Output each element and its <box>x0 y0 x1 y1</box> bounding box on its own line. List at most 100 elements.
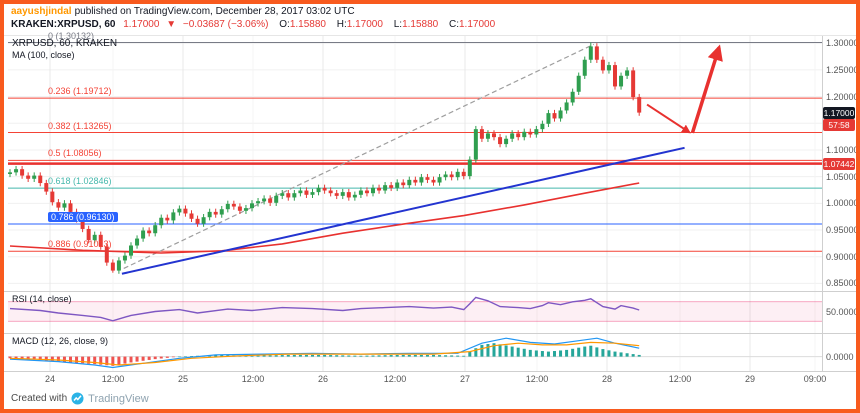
candle-body <box>437 177 442 183</box>
time-axis-label: 26 <box>317 374 329 384</box>
candle-body <box>141 230 146 239</box>
chart-canvas[interactable] <box>4 4 856 409</box>
macd-histogram-bar <box>432 354 435 357</box>
candle-body <box>498 137 503 145</box>
time-axis-label: 27 <box>459 374 471 384</box>
rsi-indicator-label[interactable]: RSI (14, close) <box>12 294 72 304</box>
fib-level-label[interactable]: 0.886 (0.91013) <box>48 239 112 250</box>
price-axis-label: 1.20000 <box>826 91 859 102</box>
attribution-line: aayushjindal published on TradingView.com… <box>11 6 355 17</box>
tradingview-logo-icon[interactable] <box>71 392 84 405</box>
author-name[interactable]: aayushjindal <box>11 6 72 17</box>
rsi-line <box>9 296 640 322</box>
price-change: −0.03687 (−3.06%) <box>182 19 269 30</box>
chart-legend-ma[interactable]: MA (100, close) <box>12 50 75 60</box>
macd-histogram-bar <box>589 345 593 357</box>
price-axis-label: 0.85000 <box>826 278 859 289</box>
macd-histogram-bar <box>147 356 151 360</box>
macd-histogram-bar <box>214 354 218 357</box>
ascending-trendline[interactable] <box>121 146 685 275</box>
candle-body <box>371 187 375 194</box>
time-axis-label: 12:00 <box>668 374 692 384</box>
macd-histogram-bar <box>395 354 399 357</box>
fib-level-label[interactable]: 0.786 (0.96130) <box>48 211 118 222</box>
candle-body <box>546 113 551 124</box>
macd-histogram-bar <box>462 355 466 357</box>
candle-body <box>346 192 351 198</box>
candle-body <box>395 182 400 188</box>
macd-histogram-bar <box>111 356 115 366</box>
candle-body <box>461 171 466 177</box>
macd-histogram-bar <box>601 349 605 357</box>
candle-body <box>443 174 448 178</box>
macd-histogram-bar <box>87 356 91 364</box>
tradingview-wordmark[interactable]: TradingView <box>88 392 149 405</box>
fib-level-label[interactable]: 0.618 (1.02846) <box>48 176 112 187</box>
candle-body <box>250 203 254 209</box>
projection-arrow[interactable] <box>690 44 723 134</box>
candle-body <box>243 208 248 211</box>
macd-histogram-bar <box>317 354 321 357</box>
macd-histogram-bar <box>14 356 18 359</box>
macd-histogram-bar <box>81 356 85 364</box>
macd-histogram-bar <box>607 350 611 357</box>
candle-body <box>86 228 91 241</box>
candle-body <box>389 185 394 188</box>
fib-level-label[interactable]: 0.5 (1.08056) <box>48 148 102 159</box>
candle-body <box>116 260 121 271</box>
macd-histogram-bar <box>480 344 484 357</box>
dashed-trendline[interactable] <box>123 43 595 269</box>
macd-histogram-bar <box>468 351 472 357</box>
candle-body <box>62 203 67 208</box>
candle-body <box>358 190 363 195</box>
macd-histogram-bar <box>438 355 442 357</box>
candle-body <box>14 169 19 173</box>
candle-body <box>310 192 315 195</box>
last-price: 1.17000 <box>123 19 160 30</box>
macd-histogram-bar <box>540 351 544 357</box>
price-axis-label: 1.10000 <box>826 144 859 155</box>
macd-histogram-bar <box>492 343 496 357</box>
ohlc-high-value: 1.17000 <box>346 19 383 30</box>
macd-histogram-bar <box>546 351 550 357</box>
projection-arrow[interactable] <box>646 103 691 134</box>
candle-body <box>98 234 103 247</box>
macd-histogram-bar <box>329 355 333 357</box>
macd-histogram-bar <box>353 355 357 357</box>
macd-histogram-bar <box>93 356 97 365</box>
macd-indicator-label[interactable]: MACD (12, 26, close, 9) <box>12 336 109 346</box>
macd-histogram-bar <box>256 355 260 357</box>
fib-level-label[interactable]: 0 (1.30132) <box>48 30 95 41</box>
macd-histogram-bar <box>153 356 157 360</box>
time-axis-label: 12:00 <box>525 374 549 384</box>
candle-body <box>383 185 388 191</box>
candle-body <box>213 211 218 215</box>
price-down-triangle-icon: ▼ <box>166 19 177 30</box>
candle-body <box>552 113 557 119</box>
ohlc-high-key: H: <box>336 19 347 30</box>
macd-histogram-bar <box>456 355 460 357</box>
time-axis-label: 28 <box>601 374 613 384</box>
macd-histogram-bar <box>444 355 448 357</box>
macd-histogram-bar <box>516 347 520 357</box>
macd-histogram-bar <box>504 345 508 357</box>
candle-body <box>44 183 49 192</box>
fib-level-label[interactable]: 0.236 (1.19712) <box>48 86 112 97</box>
candle-body <box>334 193 339 196</box>
price-axis-label: 1.25000 <box>826 64 859 75</box>
candle-body <box>637 97 642 113</box>
macd-histogram-bar <box>571 348 575 357</box>
ohlc-close-value: 1.17000 <box>459 19 496 30</box>
fib-level-label[interactable]: 0.382 (1.13265) <box>48 120 112 131</box>
macd-histogram-bar <box>26 356 30 360</box>
time-axis-label: 12:00 <box>241 374 265 384</box>
ma-100-line[interactable] <box>9 182 640 254</box>
price-axis[interactable]: 1.30000 1.25000 1.20000 1.10000 1.05000 1.000… <box>822 4 856 371</box>
candle-body <box>231 203 236 207</box>
macd-histogram-bar <box>129 356 133 363</box>
macd-histogram-bar <box>577 347 581 357</box>
time-axis[interactable]: 24 12:00 25 12:00 26 12:00 27 12:00 28 12:00 29 09:… <box>4 372 856 387</box>
chart-legend-symbol[interactable]: XRPUSD, 60, KRAKEN <box>12 38 118 49</box>
macd-histogram-bar <box>323 354 327 357</box>
macd-histogram-bar <box>286 354 290 357</box>
